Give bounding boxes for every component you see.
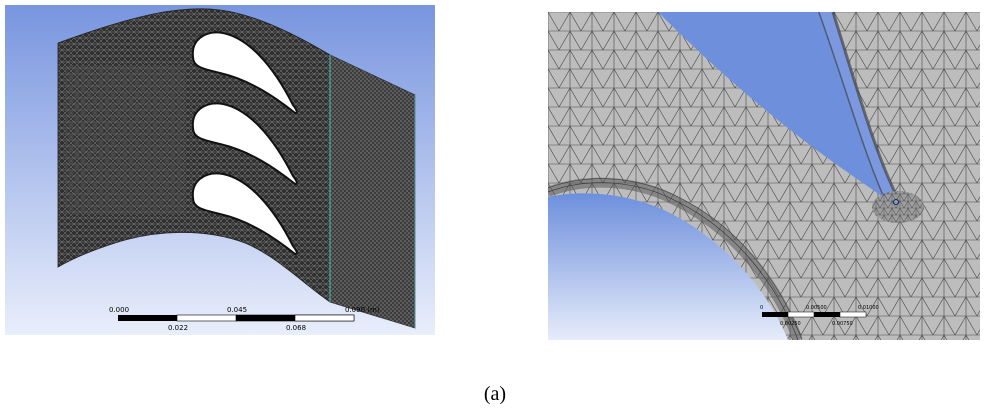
scale-label-top: 0.000 — [109, 306, 129, 314]
trailing-edge-refinement — [872, 191, 924, 223]
sky-band — [658, 12, 883, 197]
cascade-mesh-overview: 0.000 0.045 0.090 (m) 0.022 0.068 — [5, 5, 435, 335]
blade-1 — [191, 31, 298, 115]
blade-3 — [191, 172, 298, 256]
scale-bar-left: 0.000 0.045 0.090 (m) 0.022 0.068 — [109, 306, 380, 332]
mesh-region-main — [548, 12, 980, 340]
scale-label-bottom: 0.022 — [168, 324, 188, 332]
scale-label-bottom: 0.00750 — [832, 321, 853, 327]
cascade-mesh-svg: 0.000 0.045 0.090 (m) 0.022 0.068 — [5, 5, 435, 335]
scale-label-top: 0 — [760, 305, 763, 311]
lower-sky — [548, 193, 788, 340]
trailing-edge-mesh-detail: 0 0.00500 0.01000 0.00250 0.00750 — [548, 12, 980, 340]
scale-label-top: 0.01000 — [858, 305, 879, 311]
detail-mesh-svg: 0 0.00500 0.01000 0.00250 0.00750 — [548, 12, 980, 340]
scale-label-top: 0.090 (m) — [345, 306, 380, 314]
blade-2 — [191, 102, 298, 186]
mesh-region-upper — [548, 12, 658, 192]
scale-label-top: 0.00500 — [806, 305, 827, 311]
figure-caption: (a) — [483, 383, 507, 405]
scale-bar-right: 0 0.00500 0.01000 0.00250 0.00750 — [760, 305, 879, 327]
scale-label-bottom: 0.068 — [286, 324, 306, 332]
scale-label-top: 0.045 — [227, 306, 247, 314]
mesh-region-right — [833, 12, 980, 262]
mesh-domain — [57, 8, 416, 329]
scale-label-bottom: 0.00250 — [780, 321, 801, 327]
